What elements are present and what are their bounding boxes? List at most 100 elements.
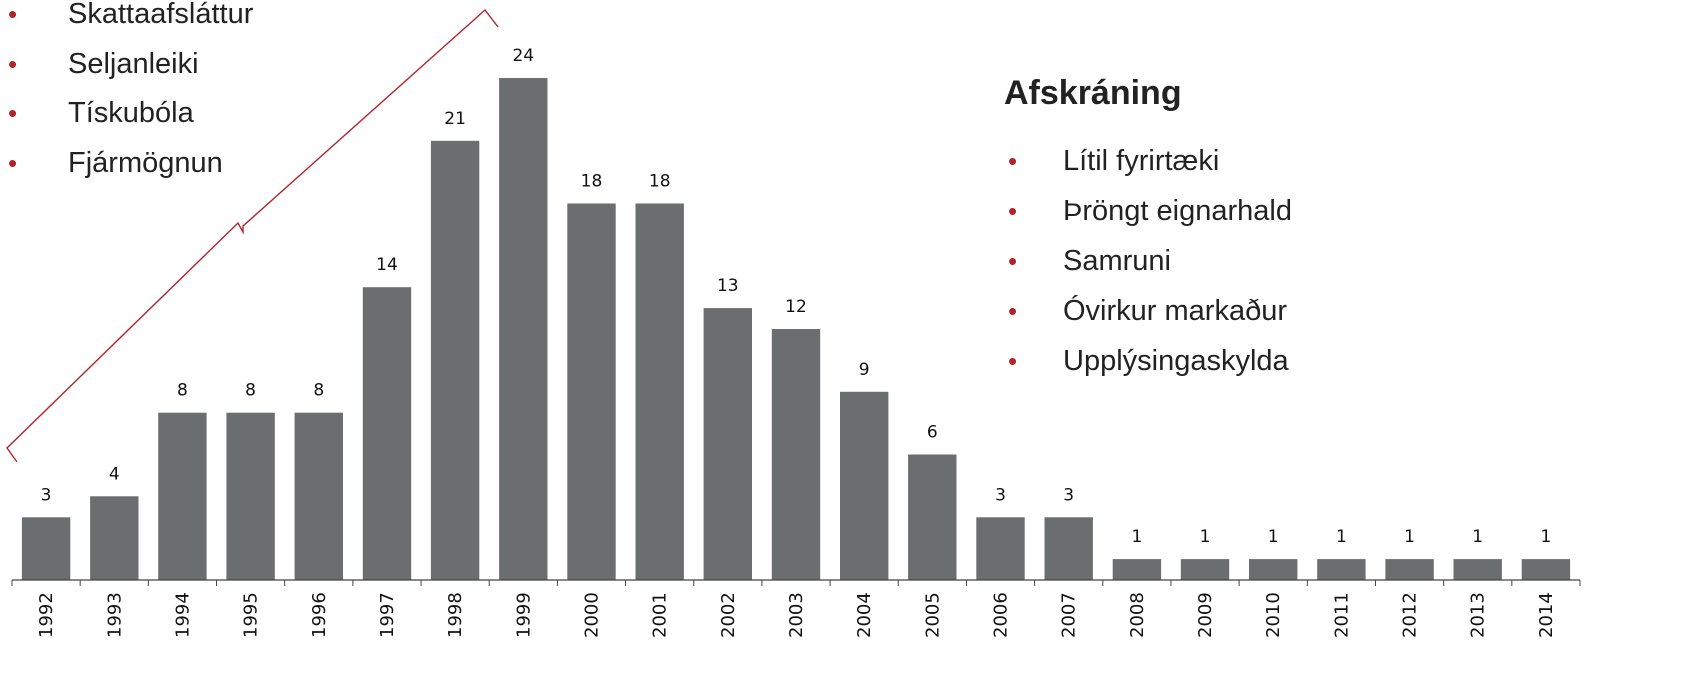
- right-bullet-label: Upplýsingaskylda: [1063, 345, 1289, 377]
- bar: [840, 391, 889, 581]
- bullet-icon: •: [8, 98, 18, 128]
- left-bullet-label: Tískubóla: [68, 97, 194, 129]
- bar: [1044, 517, 1093, 581]
- bar-value-label: 24: [512, 46, 534, 66]
- bar: [499, 78, 548, 580]
- x-tick-labels-group: 1992 1993 1994 1995 1996 1997 1998 1999 2000 2001…: [36, 592, 1557, 638]
- bar: [1112, 559, 1162, 580]
- bar: [635, 203, 684, 580]
- bullet-icon: •: [8, 0, 18, 29]
- bar: [1180, 559, 1230, 580]
- left-bullet-item: • Skattaafsláttur: [0, 0, 253, 40]
- bar: [294, 412, 343, 580]
- bar-value-label: 1: [1336, 527, 1347, 547]
- bar: [1453, 559, 1502, 580]
- bar-value-label: 9: [859, 360, 870, 380]
- right-bullet-item: • Lítil fyrirtæki: [1004, 136, 1292, 186]
- right-bullet-label: Þröngt eignarhald: [1063, 195, 1292, 227]
- x-tick-label: 2014: [1536, 592, 1557, 638]
- bar: [1385, 559, 1434, 580]
- left-bullet-label: Seljanleiki: [68, 47, 199, 80]
- x-tick-label: 2004: [854, 592, 875, 638]
- bar-value-label: 8: [245, 381, 256, 401]
- right-bullet-label: Samruni: [1063, 245, 1171, 277]
- bar: [567, 203, 616, 580]
- bar: [430, 140, 480, 581]
- left-bullet-label: Fjármögnun: [68, 146, 223, 179]
- x-tick-label: 2000: [582, 592, 603, 638]
- x-tick-label: 2005: [922, 592, 943, 638]
- bars-group: [21, 78, 1571, 581]
- x-tick-label: 2002: [718, 592, 739, 638]
- right-panel-heading: Afskráning: [1004, 74, 1182, 112]
- right-bullet-item: • Upplýsingaskylda: [1004, 336, 1292, 386]
- x-tick-label: 1994: [172, 592, 193, 638]
- bar: [1317, 559, 1366, 580]
- x-tick-label: 1996: [309, 592, 330, 638]
- left-bullet-item: • Fjármögnun: [0, 139, 253, 189]
- bar-value-label: 1: [1268, 527, 1279, 547]
- bar: [908, 454, 957, 580]
- left-bullet-item: • Tískubóla: [0, 89, 253, 139]
- bar: [226, 412, 275, 580]
- x-axis: [11, 579, 1581, 586]
- bar: [362, 287, 412, 580]
- bar-value-label: 1: [1404, 527, 1415, 547]
- x-tick-label: 2007: [1059, 592, 1080, 638]
- right-bullet-label: Óvirkur markaður: [1063, 295, 1287, 327]
- bar-value-label: 3: [41, 485, 52, 505]
- x-tick-label: 1997: [377, 592, 398, 638]
- right-bullet-item: • Samruni: [1004, 236, 1292, 286]
- left-bullet-label: Skattaafsláttur: [68, 0, 254, 30]
- bar-value-label: 6: [927, 423, 938, 443]
- bullet-icon: •: [1008, 346, 1018, 376]
- bar-value-label: 18: [649, 172, 671, 192]
- left-bullet-item: • Seljanleiki: [0, 40, 253, 90]
- bar-value-label: 8: [177, 381, 188, 401]
- right-bullet-item: • Óvirkur markaður: [1004, 286, 1292, 336]
- bar-value-label: 12: [785, 297, 807, 317]
- x-tick-label: 2006: [991, 592, 1012, 638]
- x-tick-label: 1995: [241, 592, 262, 638]
- bullet-icon: •: [8, 48, 18, 79]
- bar-value-label: 21: [444, 109, 466, 129]
- bullet-icon: •: [8, 147, 18, 178]
- x-tick-label: 2003: [786, 592, 807, 638]
- bar-value-label: 1: [1472, 527, 1483, 547]
- bar: [158, 412, 207, 580]
- bar: [976, 517, 1025, 581]
- bar-value-label: 1: [1131, 527, 1142, 547]
- x-tick-label: 1993: [104, 592, 125, 638]
- bar: [703, 308, 752, 580]
- bullet-icon: •: [1008, 246, 1018, 276]
- bar: [90, 496, 139, 580]
- bar: [21, 517, 71, 581]
- bar: [771, 329, 821, 580]
- bar-value-label: 13: [717, 276, 739, 296]
- bar-value-label: 14: [376, 255, 398, 275]
- bullet-icon: •: [1008, 196, 1018, 226]
- bar-value-label: 1: [1540, 527, 1551, 547]
- x-tick-label: 2008: [1127, 592, 1148, 638]
- x-tick-label: 2011: [1331, 592, 1352, 638]
- bullet-icon: •: [1008, 296, 1018, 326]
- bar: [1521, 559, 1571, 580]
- x-tick-label: 1998: [445, 592, 466, 638]
- x-tick-label: 2001: [650, 592, 671, 638]
- bar-value-label: 3: [995, 485, 1006, 505]
- left-bullet-list: • Skattaafsláttur • Seljanleiki • Tískubóla…: [0, 0, 253, 188]
- bar-value-label: 1: [1200, 527, 1211, 547]
- x-tick-label: 2010: [1263, 592, 1284, 638]
- x-tick-label: 1999: [513, 592, 534, 638]
- bar-value-label: 4: [109, 464, 120, 484]
- right-bullet-label: Lítil fyrirtæki: [1063, 145, 1220, 177]
- bar-value-label: 18: [581, 172, 603, 192]
- x-tick-label: 2012: [1400, 592, 1421, 638]
- right-bullet-item: • Þröngt eignarhald: [1004, 186, 1292, 236]
- right-bullet-list: • Lítil fyrirtæki • Þröngt eignarhald • Sam…: [1004, 136, 1292, 386]
- x-tick-label: 1992: [36, 592, 57, 638]
- x-tick-label: 2013: [1468, 592, 1489, 638]
- bullet-icon: •: [1008, 146, 1018, 176]
- bar-value-label: 3: [1063, 485, 1074, 505]
